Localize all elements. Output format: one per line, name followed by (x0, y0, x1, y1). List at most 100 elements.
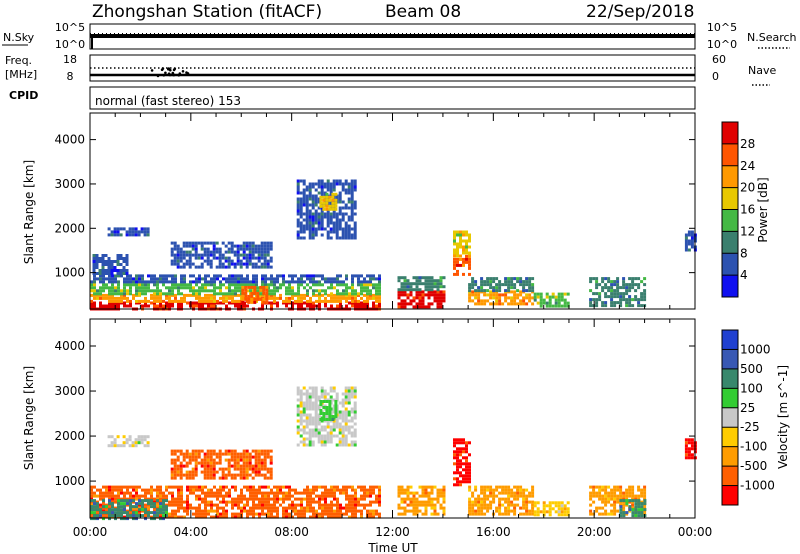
echo-cell (212, 473, 216, 477)
echo-cell (209, 241, 213, 245)
echo-cell (240, 491, 243, 495)
echo-cell (333, 494, 336, 498)
echo-cell (477, 286, 481, 290)
echo-cell (321, 299, 324, 303)
echo-cell (613, 295, 617, 299)
echo-cell (239, 259, 243, 263)
echo-cell (345, 296, 348, 300)
echo-cell (489, 296, 493, 300)
echo-cell (285, 515, 288, 519)
echo-cell (201, 296, 204, 300)
echo-cell (507, 280, 511, 284)
echo-cell (616, 283, 620, 287)
date-title: 22/Sep/2018 (586, 2, 694, 22)
echo-cell (628, 488, 632, 492)
echo-cell (318, 515, 321, 519)
echo-cell (360, 296, 363, 300)
echo-cell (468, 266, 471, 270)
echo-cell (219, 515, 222, 519)
echo-cell (519, 277, 523, 281)
echo-cell (622, 292, 626, 296)
echo-cell (329, 227, 333, 231)
echo-cell (601, 304, 605, 308)
echo-cell (345, 485, 348, 489)
echo-cell (263, 452, 267, 456)
echo-cell (242, 455, 246, 459)
echo-cell (141, 286, 144, 290)
echo-cell (418, 500, 422, 504)
echo-cell (236, 458, 240, 462)
echo-cell (110, 266, 114, 269)
echo-cell (336, 277, 339, 281)
echo-cell (326, 425, 330, 429)
echo-cell (522, 512, 526, 516)
echo-cell (177, 488, 180, 492)
echo-cell (613, 503, 617, 507)
echo-cell (347, 425, 351, 429)
echo-cell (341, 215, 345, 219)
echo-cell (504, 488, 508, 492)
echo-cell (188, 241, 192, 245)
echo-cell (165, 511, 168, 515)
echo-cell (230, 473, 234, 477)
echo-cell (439, 302, 443, 306)
echo-cell (525, 280, 529, 284)
echo-cell (179, 265, 183, 269)
echo-cell (120, 502, 123, 506)
echo-cell (344, 392, 348, 396)
echo-cell (424, 293, 428, 297)
echo-cell (219, 283, 222, 287)
echo-cell (468, 503, 472, 507)
echo-cell (332, 389, 336, 393)
echo-cell (366, 289, 369, 293)
echo-cell (421, 488, 425, 492)
echo-cell (348, 301, 351, 305)
echo-cell (353, 410, 357, 414)
echo-cell (344, 440, 348, 444)
echo-cell (628, 304, 632, 308)
echo-cell (233, 449, 237, 453)
echo-cell (120, 293, 123, 297)
echo-cell (165, 301, 168, 305)
echo-cell (253, 285, 257, 289)
echo-cell (233, 265, 237, 269)
echo-cell (320, 221, 324, 225)
echo-cell (551, 304, 555, 308)
echo-cell (318, 503, 321, 507)
echo-cell (347, 233, 351, 237)
echo-cell (260, 250, 264, 254)
echo-cell (90, 299, 93, 303)
echo-cell (263, 476, 267, 480)
echo-cell (153, 488, 156, 492)
echo-cell (185, 470, 189, 474)
echo-cell (332, 434, 336, 438)
echo-cell (353, 212, 357, 216)
echo-cell (200, 464, 204, 468)
echo-cell (486, 497, 490, 501)
echo-cell (326, 230, 330, 234)
echo-cell (347, 215, 351, 219)
echo-cell (244, 288, 248, 292)
echo-cell (231, 289, 234, 293)
echo-cell (294, 512, 297, 516)
echo-cell (302, 410, 306, 414)
echo-cell (336, 515, 339, 519)
echo-cell (227, 265, 231, 269)
echo-cell (643, 488, 647, 492)
echo-cell (471, 506, 475, 510)
echo-cell (273, 296, 276, 300)
echo-cell (353, 182, 357, 186)
echo-cell (242, 464, 246, 468)
echo-cell (150, 293, 153, 297)
echo-cell (159, 277, 162, 281)
echo-cell (366, 494, 369, 498)
echo-cell (168, 292, 171, 296)
echo-cell (215, 250, 219, 254)
echo-cell (282, 301, 285, 305)
echo-cell (330, 292, 333, 296)
echo-region (92, 254, 129, 275)
echo-cell (320, 386, 324, 390)
echo-cell (162, 511, 165, 515)
echo-cell (308, 428, 312, 432)
echo-cell (351, 277, 354, 281)
